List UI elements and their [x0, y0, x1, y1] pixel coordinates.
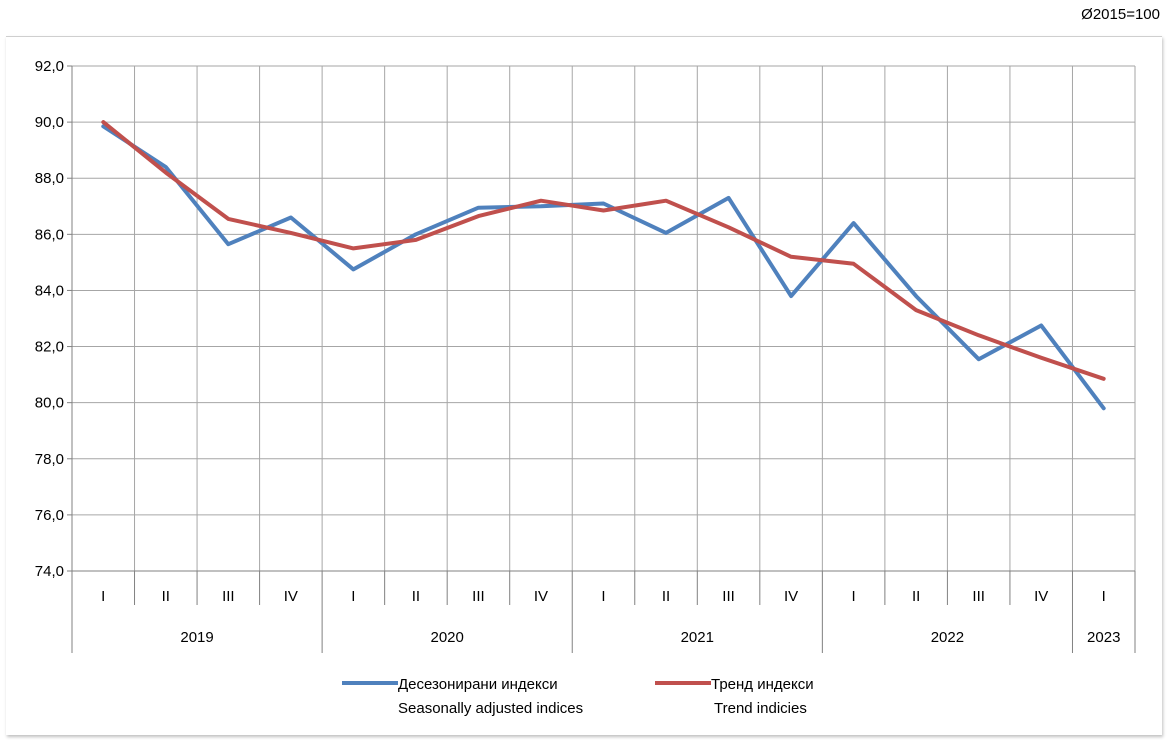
series-lines — [101, 120, 1106, 411]
year-label: 2020 — [430, 629, 463, 646]
y-tick-label: 76,0 — [35, 507, 64, 524]
quarter-label: II — [662, 588, 670, 605]
quarter-label: III — [722, 588, 735, 605]
quarter-label: III — [222, 588, 235, 605]
legend-sublabel-2: Trend indicies — [714, 700, 807, 717]
series-line-1 — [101, 124, 1106, 411]
axes — [67, 65, 1135, 572]
y-tick-label: 74,0 — [35, 563, 64, 580]
quarter-label: II — [162, 588, 170, 605]
grid-lines — [72, 65, 1136, 571]
quarter-label: IV — [284, 588, 298, 605]
y-tick-label: 88,0 — [35, 170, 64, 187]
legend-sublabel-1: Seasonally adjusted indices — [398, 700, 583, 717]
quarter-label: II — [912, 588, 920, 605]
quarter-label: II — [412, 588, 420, 605]
y-tick-label: 92,0 — [35, 58, 64, 75]
y-tick-label: 82,0 — [35, 339, 64, 356]
quarter-label: III — [972, 588, 985, 605]
quarter-label: I — [351, 588, 355, 605]
legend-label-2: Тренд индекси — [711, 676, 814, 693]
y-tick-label: 80,0 — [35, 395, 64, 412]
year-label: 2019 — [180, 629, 213, 646]
legend: Десезонирани индекси Seasonally adjusted … — [342, 676, 814, 717]
y-tick-label: 78,0 — [35, 451, 64, 468]
quarter-label: III — [472, 588, 485, 605]
year-label: 2022 — [931, 629, 964, 646]
chart-panel — [6, 36, 1162, 735]
year-label: 2021 — [681, 629, 714, 646]
y-tick-label: 84,0 — [35, 282, 64, 299]
quarter-label: IV — [534, 588, 548, 605]
base-index-note: Ø2015=100 — [1081, 6, 1160, 23]
quarter-label: IV — [784, 588, 798, 605]
y-tick-label: 90,0 — [35, 114, 64, 131]
quarter-label: I — [101, 588, 105, 605]
quarter-label: IV — [1034, 588, 1048, 605]
quarter-label: I — [601, 588, 605, 605]
quarter-label: I — [852, 588, 856, 605]
legend-label-1: Десезонирани индекси — [398, 676, 558, 693]
y-axis-tick-labels: 74,0 76,0 78,0 80,0 82,0 84,0 86,0 88,0 90,0 92,0 — [35, 58, 64, 580]
series-line-2 — [101, 120, 1106, 381]
quarter-label: I — [1102, 588, 1106, 605]
year-label: 2023 — [1087, 629, 1120, 646]
y-tick-label: 86,0 — [35, 226, 64, 243]
